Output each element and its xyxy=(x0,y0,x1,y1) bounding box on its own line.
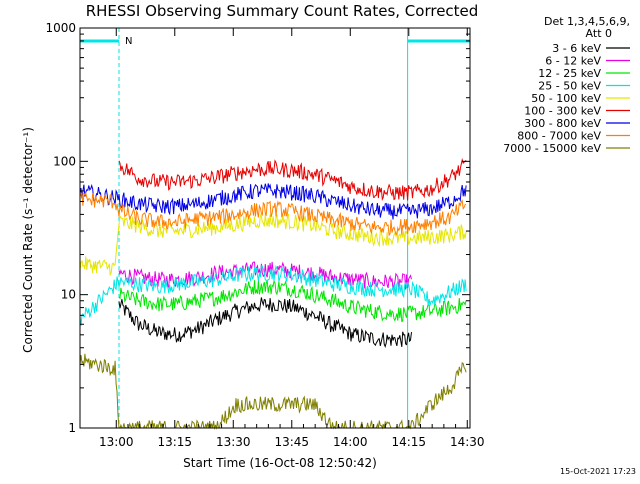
series-line-3 xyxy=(79,265,467,326)
plot-frame xyxy=(79,27,471,429)
y-axis-label: Corrected Count Rate (s⁻¹ detector⁻¹) xyxy=(21,127,35,353)
legend-label-3: 25 - 50 keV xyxy=(538,80,601,93)
legend-label-2: 12 - 25 keV xyxy=(538,67,601,80)
series-line-7 xyxy=(79,191,467,237)
footer-timestamp: 15-Oct-2021 17:23 xyxy=(560,467,636,476)
legend-header-line-2: Att 0 xyxy=(586,27,612,40)
legend-label-5: 100 - 300 keV xyxy=(524,105,601,118)
x-tick-label-2: 13:30 xyxy=(216,435,251,449)
series-line-0 xyxy=(118,297,412,348)
x-tick-label-0: 13:00 xyxy=(99,435,134,449)
x-tick-label-3: 13:45 xyxy=(274,435,309,449)
x-axis-label: Start Time (16-Oct-08 12:50:42) xyxy=(183,456,377,470)
y-tick-label-2: 100 xyxy=(53,154,76,168)
legend-label-7: 800 - 7000 keV xyxy=(517,130,601,143)
y-tick-label-1: 10 xyxy=(61,288,76,302)
legend-label-8: 7000 - 15000 keV xyxy=(503,142,601,155)
series-line-5 xyxy=(118,157,467,202)
x-tick-label-1: 13:15 xyxy=(157,435,192,449)
legend-label-0: 3 - 6 keV xyxy=(552,42,601,55)
series-line-8 xyxy=(79,353,467,430)
chart-title: RHESSI Observing Summary Count Rates, Co… xyxy=(86,2,479,20)
legend-label-6: 300 - 800 keV xyxy=(524,117,601,130)
y-tick-label-3: 1000 xyxy=(45,21,76,35)
legend-header-line-1: Det 1,3,4,5,6,9, xyxy=(544,15,630,28)
series-line-4 xyxy=(79,213,467,277)
y-tick-label-0: 1 xyxy=(68,421,76,435)
x-tick-label-4: 14:00 xyxy=(333,435,368,449)
series-line-6 xyxy=(79,183,467,220)
x-tick-label-5: 14:15 xyxy=(391,435,426,449)
legend-label-1: 6 - 12 keV xyxy=(545,55,601,68)
flag-label: N xyxy=(125,36,132,47)
x-tick-label-6: 14:30 xyxy=(450,435,485,449)
series-line-2 xyxy=(118,279,467,323)
legend-label-4: 50 - 100 keV xyxy=(531,92,601,105)
